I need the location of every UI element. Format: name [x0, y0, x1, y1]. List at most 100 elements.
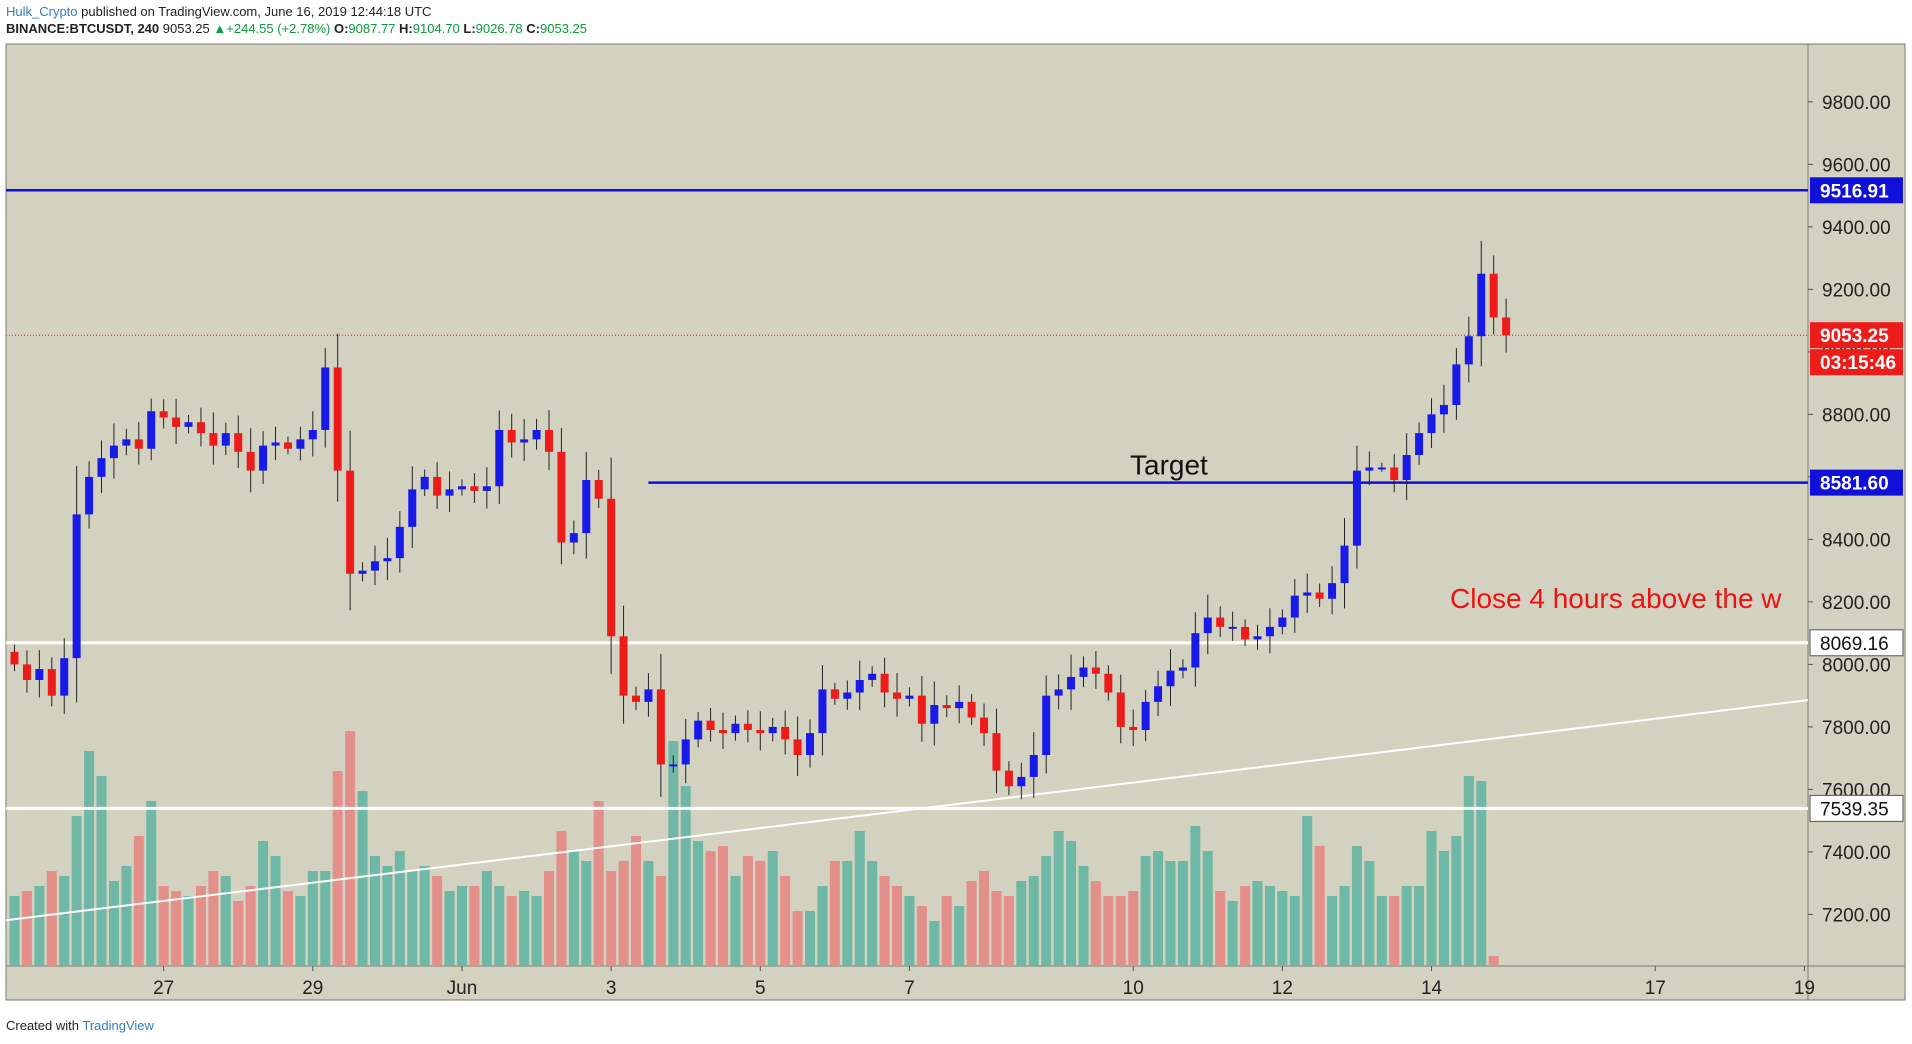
volume-bar — [71, 816, 82, 966]
candle-body — [1427, 414, 1436, 434]
candle-body — [1166, 670, 1175, 687]
plot-area — [6, 44, 1808, 966]
x-tick-label: 7 — [904, 978, 915, 999]
volume-bar — [345, 731, 356, 966]
publish-info: Hulk_Crypto published on TradingView.com… — [6, 4, 431, 19]
close-label: C: — [526, 21, 541, 36]
plot-layer: Target Close 4 hours above the w — [6, 189, 1808, 966]
created-with-text: Created with — [6, 1018, 79, 1033]
volume-bar — [1066, 841, 1077, 966]
candle-body — [694, 720, 703, 740]
volume-bar — [1177, 861, 1188, 966]
low-label: L: — [463, 21, 476, 36]
candle-body — [632, 695, 640, 702]
volume-bar — [929, 921, 940, 966]
volume-bar — [979, 871, 990, 966]
candle-body — [395, 526, 404, 559]
volume-bar — [829, 861, 840, 966]
candle-body — [184, 422, 193, 427]
volume-bar — [1016, 881, 1027, 966]
volume-bar — [904, 896, 915, 966]
candle-body — [1116, 692, 1125, 727]
y-tick-label: 7200.00 — [1822, 905, 1891, 926]
volume-bar — [307, 871, 318, 966]
volume-bar — [1227, 901, 1238, 966]
candle-body — [980, 717, 989, 734]
volume-bar — [556, 831, 567, 966]
volume-bar — [133, 836, 144, 966]
volume-bar — [668, 741, 679, 966]
volume-bar — [146, 801, 157, 966]
candle-body — [1079, 667, 1088, 677]
volume-bar — [742, 856, 753, 966]
x-tick-label: 17 — [1645, 978, 1666, 999]
volume-bar — [767, 851, 778, 966]
candle-body — [1415, 433, 1424, 455]
volume-bar — [892, 886, 903, 966]
volume-bar — [1476, 781, 1487, 966]
candle-body — [1129, 726, 1138, 731]
author-link[interactable]: Hulk_Crypto — [6, 4, 78, 19]
candle-body — [1141, 701, 1150, 731]
candle-body — [669, 764, 678, 767]
candle-body — [830, 689, 839, 699]
candle-body — [781, 726, 790, 740]
last-price: 9053.25 — [162, 21, 210, 36]
volume-bar — [1090, 881, 1101, 966]
candle-body — [1352, 470, 1361, 546]
open-value: 9087.77 — [348, 21, 396, 36]
volume-bar — [1351, 846, 1362, 966]
volume-bar — [1240, 886, 1251, 966]
tradingview-logo[interactable]: TradingView — [82, 1018, 154, 1033]
volume-bar — [730, 876, 741, 966]
time-axis-area — [6, 966, 1905, 1000]
candle-body — [544, 429, 553, 452]
candle-body — [22, 664, 31, 681]
candle-body — [1228, 626, 1237, 629]
volume-bar — [581, 861, 592, 966]
level-price-tag — [1809, 629, 1904, 657]
candle-body — [880, 673, 889, 693]
volume-bar — [618, 861, 629, 966]
volume-bar — [1302, 816, 1313, 966]
x-tick-label: 10 — [1123, 978, 1144, 999]
candle-body — [271, 442, 280, 446]
candle-body — [495, 429, 504, 487]
volume-bar — [1488, 956, 1499, 966]
x-tick-label: Jun — [447, 978, 478, 999]
volume-bar — [705, 851, 716, 966]
volume-bar — [568, 851, 579, 966]
volume-bar — [941, 896, 952, 966]
candle-body — [942, 705, 951, 709]
candle-body — [793, 739, 802, 756]
volume-bar — [879, 876, 890, 966]
y-tick-label: 9400.00 — [1822, 218, 1891, 239]
candle-body — [196, 422, 205, 434]
volume-bar — [444, 891, 455, 966]
candle-body — [122, 439, 131, 446]
volume-bar — [1414, 886, 1425, 966]
candle-body — [569, 533, 578, 543]
candle-body — [259, 445, 268, 471]
volume-bar — [1078, 866, 1089, 966]
candle-body — [1017, 776, 1026, 787]
candle-body — [234, 433, 243, 452]
candle-body — [296, 439, 305, 449]
volume-bar — [1289, 896, 1300, 966]
volume-bar — [1264, 886, 1275, 966]
candle-body — [1203, 617, 1212, 634]
volume-bar — [680, 786, 691, 966]
candle-body — [358, 570, 367, 574]
open-label: O: — [333, 21, 349, 36]
candle-body — [619, 636, 628, 696]
candle-body — [221, 433, 230, 446]
candle-body — [1154, 686, 1163, 702]
candle-body — [1178, 667, 1187, 671]
high-label: H: — [399, 21, 413, 36]
volume-bar — [282, 891, 293, 966]
volume-bar — [655, 876, 666, 966]
candle-body — [706, 720, 715, 731]
volume-bar — [506, 896, 517, 966]
volume-bar — [295, 896, 306, 966]
